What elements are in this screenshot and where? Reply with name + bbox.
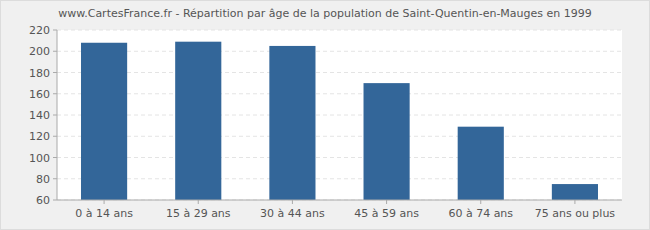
chart: www.CartesFrance.fr - Répartition par âg…: [0, 0, 650, 230]
tick: [53, 72, 57, 73]
x-tick: [104, 200, 105, 204]
bar: [458, 127, 504, 200]
tick-label: 80: [36, 173, 50, 186]
tick: [53, 200, 57, 201]
tick: [53, 51, 57, 52]
category-label: 60 à 74 ans: [448, 207, 513, 220]
category-label: 75 ans ou plus: [535, 207, 616, 220]
tick-label: 140: [29, 109, 50, 122]
y-axis: [57, 30, 58, 200]
tick-label: 60: [36, 194, 50, 207]
bar: [269, 46, 315, 200]
bars: [81, 42, 598, 200]
bar: [552, 184, 598, 200]
grid-line: [57, 157, 622, 158]
grid-line: [57, 30, 622, 31]
bar: [81, 43, 127, 200]
bar: [175, 42, 221, 200]
tick-label: 100: [29, 152, 50, 165]
category-label: 45 à 59 ans: [354, 207, 419, 220]
grid-line: [57, 200, 622, 201]
tick-label: 200: [29, 45, 50, 58]
tick-label: 220: [29, 24, 50, 37]
category-label: 30 à 44 ans: [260, 207, 325, 220]
bar: [364, 83, 410, 200]
grid-line: [57, 178, 622, 179]
tick: [53, 115, 57, 116]
grid-line: [57, 72, 622, 73]
x-tick: [292, 200, 293, 204]
grid-line: [57, 93, 622, 94]
grid-line: [57, 115, 622, 116]
x-tick: [480, 200, 481, 204]
grid-line: [57, 136, 622, 137]
x-tick: [574, 200, 575, 204]
tick: [53, 178, 57, 179]
plot-area: [57, 30, 622, 200]
tick: [53, 136, 57, 137]
tick-label: 120: [29, 130, 50, 143]
chart-container: www.CartesFrance.fr - Répartition par âg…: [0, 0, 650, 230]
grid-line: [57, 51, 622, 52]
tick: [53, 30, 57, 31]
category-label: 0 à 14 ans: [75, 207, 133, 220]
tick-label: 160: [29, 88, 50, 101]
x-tick: [386, 200, 387, 204]
tick: [53, 93, 57, 94]
x-tick: [198, 200, 199, 204]
category-label: 15 à 29 ans: [166, 207, 231, 220]
tick-label: 180: [29, 67, 50, 80]
title: www.CartesFrance.fr - Répartition par âg…: [58, 7, 592, 20]
tick: [53, 157, 57, 158]
background: [1, 1, 650, 230]
x-axis: [57, 200, 622, 201]
